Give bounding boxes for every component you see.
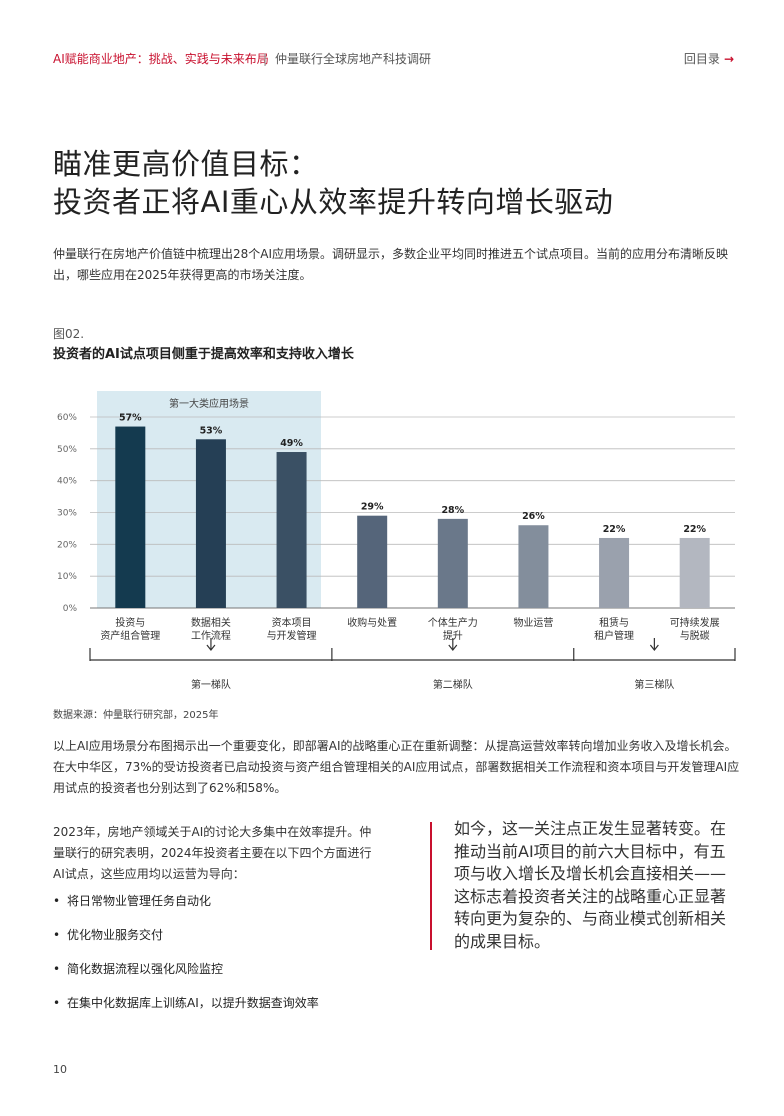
page-number: 10 (53, 1063, 67, 1076)
bar (276, 452, 307, 608)
bar (357, 515, 388, 608)
tier-label: 第二梯队 (433, 678, 473, 691)
data-label: 53% (200, 425, 223, 436)
category-label: 资本项目 (272, 616, 312, 629)
category-label: 投资与 (115, 616, 145, 629)
data-label: 57% (119, 413, 142, 424)
header-separator: | (263, 52, 268, 66)
figure-title: 投资者的AI试点项目侧重于提高效率和支持收入增长 (53, 347, 354, 362)
list-item: 简化数据流程以强化风险监控 (53, 960, 383, 994)
y-tick-label: 60% (57, 413, 77, 423)
category-label: 个体生产力 (428, 616, 478, 629)
y-tick-label: 10% (57, 572, 77, 582)
category-label: 租赁与 (599, 616, 629, 629)
bar (115, 426, 146, 608)
figure-label: 图02. (53, 327, 85, 341)
y-tick-label: 20% (57, 540, 77, 550)
list-item: 优化物业服务交付 (53, 926, 383, 960)
category-label: 物业运营 (513, 616, 553, 629)
page-title-line-1: 瞄准更高价值目标： (53, 147, 319, 181)
data-label: 28% (441, 505, 464, 516)
pull-quote: 如今，这一关注点正发生显著转变。在推动当前AI项目的前六大目标中，有五项与收入增… (454, 819, 727, 951)
y-tick-label: 0% (63, 604, 78, 614)
pilot-focus-list: 将日常物业管理任务自动化 优化物业服务交付 简化数据流程以强化风险监控 在集中化… (53, 892, 383, 1028)
report-title: AI赋能商业地产：挑战、实践与未来布局 (53, 52, 269, 66)
data-label: 26% (522, 511, 545, 522)
data-label: 29% (361, 502, 384, 513)
page-title-line-2: 投资者正将AI重心从效率提升转向增长驱动 (53, 185, 614, 219)
data-label: 22% (603, 524, 626, 535)
category-label: 收购与处置 (347, 616, 397, 629)
category-label: 数据相关 (191, 616, 231, 629)
data-source-note: 数据来源：仲量联行研究部，2025年 (53, 710, 219, 721)
tier-label: 第三梯队 (634, 678, 674, 691)
y-tick-label: 30% (57, 509, 77, 519)
bar (599, 537, 630, 608)
list-item: 在集中化数据库上训练AI，以提升数据查询效率 (53, 994, 383, 1028)
category-label: 资产组合管理 (100, 629, 160, 642)
category-label: 与开发管理 (267, 629, 317, 642)
analysis-paragraph: 以上AI应用场景分布图揭示出一个重要变化，即部署AI的战略重心正在重新调整：从提… (53, 739, 740, 795)
category-label: 与脱碳 (680, 629, 710, 642)
data-label: 49% (280, 438, 303, 449)
y-tick-label: 40% (57, 477, 77, 487)
category-label: 工作流程 (191, 629, 231, 642)
list-item: 将日常物业管理任务自动化 (53, 892, 383, 926)
arrow-right-icon: → (723, 52, 734, 66)
back-to-contents-label: 回目录 (683, 52, 720, 66)
category-label: 可持续发展 (670, 616, 720, 629)
category-label: 租户管理 (594, 629, 634, 642)
back-to-contents-link[interactable]: 回目录 → (684, 50, 734, 68)
data-label: 22% (683, 524, 706, 535)
bar (195, 439, 226, 608)
bar-chart: 第一大类应用场景 0% 10% 20% 30% 40% 50% 60% 57% 投资与资产组合管理… (57, 391, 736, 691)
bar (679, 537, 710, 608)
pull-quote-accent-bar (430, 822, 432, 950)
tier-label: 第一梯队 (191, 678, 231, 691)
bar (437, 518, 468, 608)
y-tick-label: 50% (57, 445, 77, 455)
publisher-title: 仲量联行全球房地产科技调研 (275, 52, 432, 66)
category-label: 提升 (443, 630, 463, 642)
background-paragraph: 2023年，房地产领域关于AI的讨论大多集中在效率提升。仲量联行的研究表明，20… (53, 825, 372, 881)
highlight-label: 第一大类应用场景 (169, 397, 249, 410)
page-title: 瞄准更高价值目标： 投资者正将AI重心从效率提升转向增长驱动 (53, 145, 613, 221)
intro-paragraph: 仲量联行在房地产价值链中梳理出28个AI应用场景。调研显示，多数企业平均同时推进… (53, 247, 729, 282)
bar (518, 525, 549, 608)
